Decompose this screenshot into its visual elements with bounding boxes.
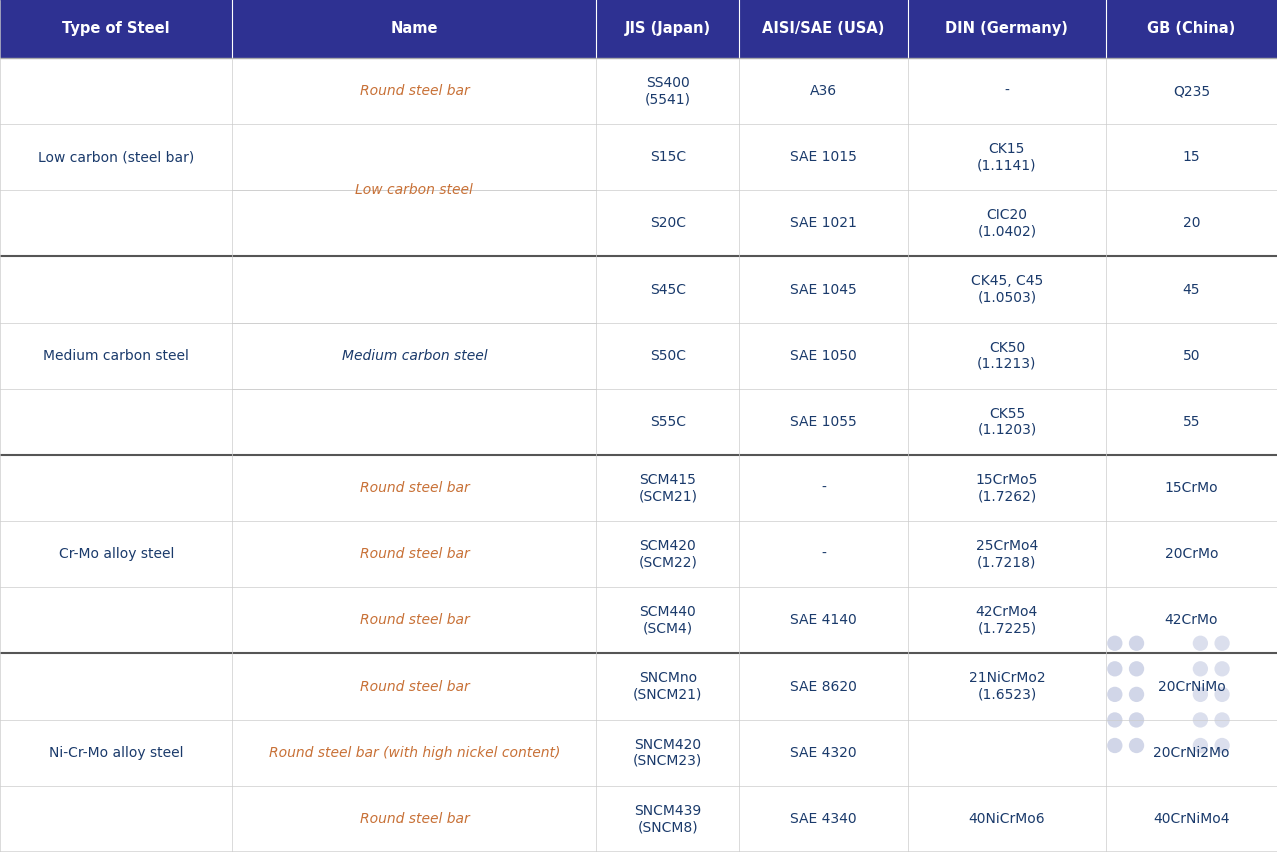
Text: A36: A36 [810,84,838,98]
Ellipse shape [1129,636,1144,651]
Ellipse shape [1129,661,1144,676]
Text: GB (China): GB (China) [1147,21,1236,37]
Text: Type of Steel: Type of Steel [63,21,170,37]
Ellipse shape [1193,661,1208,676]
Text: SCM440
(SCM4): SCM440 (SCM4) [640,605,696,636]
Text: CK45, C45
(1.0503): CK45, C45 (1.0503) [971,274,1043,305]
Text: SAE 4140: SAE 4140 [790,613,857,627]
Text: 20: 20 [1183,216,1200,230]
Text: 42CrMo: 42CrMo [1165,613,1218,627]
Text: SAE 1045: SAE 1045 [790,283,857,296]
Text: S15C: S15C [650,150,686,164]
Ellipse shape [1214,687,1230,702]
Text: SNCM439
(SNCM8): SNCM439 (SNCM8) [635,803,701,834]
Text: 42CrMo4
(1.7225): 42CrMo4 (1.7225) [976,605,1038,636]
Text: Round steel bar: Round steel bar [360,481,469,495]
Ellipse shape [1107,738,1122,753]
Text: SNCMno
(SNCM21): SNCMno (SNCM21) [633,671,702,702]
Text: SAE 4320: SAE 4320 [790,746,857,760]
Text: CK15
(1.1141): CK15 (1.1141) [977,142,1037,172]
Text: 15: 15 [1183,150,1200,164]
Ellipse shape [1193,738,1208,753]
Text: S50C: S50C [650,348,686,363]
Text: SAE 1050: SAE 1050 [790,348,857,363]
Ellipse shape [1193,687,1208,702]
Text: Round steel bar: Round steel bar [360,84,469,98]
Bar [596,0,739,58]
Text: Low carbon (steel bar): Low carbon (steel bar) [38,150,194,164]
Text: 40NiCrMo6: 40NiCrMo6 [968,812,1046,826]
Text: SCM415
(SCM21): SCM415 (SCM21) [638,473,697,504]
Text: SAE 8620: SAE 8620 [790,680,857,694]
Bar [908,0,1106,58]
Ellipse shape [1107,687,1122,702]
Text: S55C: S55C [650,415,686,429]
Text: Round steel bar: Round steel bar [360,547,469,561]
Text: Round steel bar: Round steel bar [360,812,469,826]
Text: 21NiCrMo2
(1.6523): 21NiCrMo2 (1.6523) [968,671,1046,702]
Text: SNCM420
(SNCM23): SNCM420 (SNCM23) [633,738,702,768]
Text: JIS (Japan): JIS (Japan) [624,21,711,37]
Text: Round steel bar (with high nickel content): Round steel bar (with high nickel conten… [268,746,561,760]
Text: 15CrMo5
(1.7262): 15CrMo5 (1.7262) [976,473,1038,504]
Text: -: - [821,547,826,561]
Text: SAE 1055: SAE 1055 [790,415,857,429]
Bar [0,0,232,58]
Text: S20C: S20C [650,216,686,230]
Text: Cr-Mo alloy steel: Cr-Mo alloy steel [59,547,174,561]
Ellipse shape [1129,712,1144,728]
Text: 40CrNiMo4: 40CrNiMo4 [1153,812,1230,826]
Text: -: - [1005,84,1009,98]
Text: CK55
(1.1203): CK55 (1.1203) [977,406,1037,437]
Text: Ni-Cr-Mo alloy steel: Ni-Cr-Mo alloy steel [49,746,184,760]
Text: 55: 55 [1183,415,1200,429]
Ellipse shape [1214,738,1230,753]
Text: 15CrMo: 15CrMo [1165,481,1218,495]
Ellipse shape [1193,712,1208,728]
Text: SAE 4340: SAE 4340 [790,812,857,826]
Ellipse shape [1214,661,1230,676]
Text: 25CrMo4
(1.7218): 25CrMo4 (1.7218) [976,539,1038,569]
Text: 20CrNiMo: 20CrNiMo [1157,680,1226,694]
Bar [1106,0,1277,58]
Text: CK50
(1.1213): CK50 (1.1213) [977,341,1037,371]
Ellipse shape [1193,636,1208,651]
Text: Round steel bar: Round steel bar [360,613,469,627]
Ellipse shape [1129,687,1144,702]
Ellipse shape [1107,636,1122,651]
Ellipse shape [1214,636,1230,651]
Text: CIC20
(1.0402): CIC20 (1.0402) [977,208,1037,239]
Ellipse shape [1107,661,1122,676]
Text: SS400
(5541): SS400 (5541) [645,76,691,106]
Ellipse shape [1214,712,1230,728]
Bar [232,0,596,58]
Text: SAE 1015: SAE 1015 [790,150,857,164]
Bar [739,0,908,58]
Ellipse shape [1129,738,1144,753]
Text: DIN (Germany): DIN (Germany) [945,21,1069,37]
Text: Name: Name [391,21,438,37]
Text: S45C: S45C [650,283,686,296]
Text: -: - [821,481,826,495]
Text: Medium carbon steel: Medium carbon steel [341,348,488,363]
Text: SAE 1021: SAE 1021 [790,216,857,230]
Ellipse shape [1107,712,1122,728]
Text: SCM420
(SCM22): SCM420 (SCM22) [638,539,697,569]
Text: 20CrNi2Mo: 20CrNi2Mo [1153,746,1230,760]
Text: Medium carbon steel: Medium carbon steel [43,348,189,363]
Text: 45: 45 [1183,283,1200,296]
Text: 50: 50 [1183,348,1200,363]
Text: Low carbon steel: Low carbon steel [355,183,474,198]
Text: 20CrMo: 20CrMo [1165,547,1218,561]
Text: Round steel bar: Round steel bar [360,680,469,694]
Text: AISI/SAE (USA): AISI/SAE (USA) [762,21,885,37]
Text: Q235: Q235 [1172,84,1211,98]
